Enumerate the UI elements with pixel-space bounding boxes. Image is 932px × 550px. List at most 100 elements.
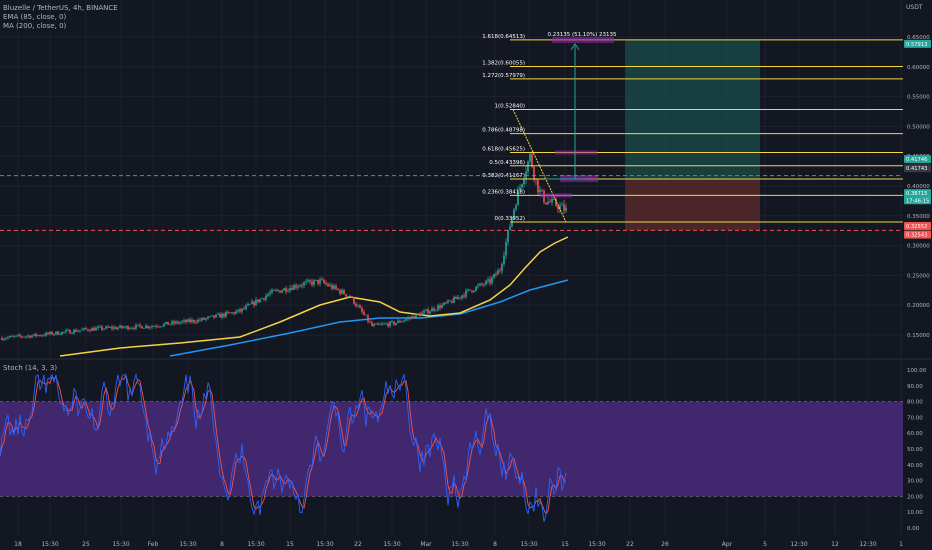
candle-body xyxy=(173,321,175,324)
candle-body xyxy=(31,335,33,338)
candle-body xyxy=(381,323,383,325)
candle-body xyxy=(399,320,401,323)
candle-body xyxy=(23,336,25,338)
candle-body xyxy=(553,198,555,200)
candle-body xyxy=(401,321,403,323)
candle-body xyxy=(225,312,227,317)
candle-body xyxy=(435,309,437,311)
candle-body xyxy=(513,209,515,218)
time-tick-label: 8 xyxy=(220,541,224,548)
candle-body xyxy=(395,323,397,325)
time-tick-label: 18 xyxy=(14,541,22,548)
price-tag xyxy=(904,155,931,164)
ma-200-path xyxy=(169,279,569,357)
candle-body xyxy=(363,311,365,315)
candle-body xyxy=(447,300,449,303)
ema-85-line xyxy=(59,236,569,357)
price-tag-text: 0.41743 xyxy=(906,166,927,172)
candle-body xyxy=(265,295,267,300)
price-tick-label: 0.65000 xyxy=(907,35,930,41)
long-position-zones[interactable] xyxy=(625,39,760,231)
candle-body xyxy=(259,298,261,303)
time-axis[interactable]: 18 15:30 25 15:30 Feb 15:30 8 15:30 15 15:30 22 15:… xyxy=(0,536,932,550)
candle-body xyxy=(295,285,297,288)
candle-body xyxy=(317,279,319,284)
candle-body xyxy=(481,283,483,285)
candle-body xyxy=(115,327,117,330)
candle-body xyxy=(245,305,247,309)
candle-body xyxy=(71,333,73,335)
candle-body xyxy=(309,280,311,282)
candle-body xyxy=(361,307,363,312)
candle-body xyxy=(261,298,263,299)
candle-body xyxy=(369,321,371,323)
candle-body xyxy=(403,320,405,322)
candle-body xyxy=(19,335,21,337)
price-axis[interactable]: USDT0.650000.600000.550000.500000.450000… xyxy=(903,0,932,359)
candle-body xyxy=(411,316,413,318)
candle-body xyxy=(147,325,149,328)
candle-body xyxy=(555,199,557,206)
candle-body xyxy=(189,319,191,323)
candle-body xyxy=(43,335,45,337)
candle-body xyxy=(269,292,271,295)
fib-level-label: 0.786(0.48798) xyxy=(482,128,525,134)
candle-body xyxy=(559,205,561,210)
candle-body xyxy=(273,289,275,291)
candle-body xyxy=(89,330,91,332)
price-tag xyxy=(904,164,931,173)
fib-level-label: 0.382(0.41167) xyxy=(482,173,525,179)
candle-body xyxy=(429,311,431,314)
time-tick-label: 15:30 xyxy=(41,541,58,548)
candle-body xyxy=(137,324,139,326)
time-tick-label: 5 xyxy=(763,541,767,548)
candle-body xyxy=(519,187,521,191)
candle-body xyxy=(69,329,71,334)
fibonacci-retracement[interactable]: 1.618(0.64513) 1.382(0.60055) 1.272(0.5797… xyxy=(482,32,903,223)
time-tick-label: 15:30 xyxy=(179,541,196,548)
stoch-tick-label: 100.00 xyxy=(907,368,927,374)
candle-body xyxy=(231,312,233,314)
candle-body xyxy=(277,290,279,291)
candle-body xyxy=(233,312,235,314)
candle-body xyxy=(527,161,529,172)
candle-body xyxy=(97,326,99,328)
candle-body xyxy=(505,242,507,256)
candle-body xyxy=(165,321,167,324)
candle-body xyxy=(413,316,415,319)
candle-body xyxy=(151,326,153,328)
candle-body xyxy=(327,284,329,287)
candle-body xyxy=(301,285,303,287)
price-tick-label: 0.15000 xyxy=(907,333,930,339)
candle-body xyxy=(397,320,399,324)
candle-body xyxy=(485,280,487,285)
candle-body xyxy=(209,316,211,317)
candle-body xyxy=(357,305,359,307)
candle-body xyxy=(299,285,301,287)
candle-body xyxy=(275,290,277,291)
candle-body xyxy=(61,331,63,335)
price-tag-text: 0.41746 xyxy=(906,157,927,163)
candle-body xyxy=(241,308,243,312)
candle-body xyxy=(291,287,293,290)
time-tick-label: 15:30 xyxy=(588,541,605,548)
ma-200-line xyxy=(169,279,569,357)
price-tick-label: 0.40000 xyxy=(907,184,930,190)
candle-body xyxy=(407,317,409,320)
candle-body xyxy=(531,153,533,167)
candle-body xyxy=(335,285,337,289)
candle-body xyxy=(249,304,251,305)
price-tick-label: 0.30000 xyxy=(907,244,930,250)
candle-body xyxy=(537,180,539,193)
candle-body xyxy=(561,204,563,206)
candle-body xyxy=(359,305,361,308)
candle-body xyxy=(323,280,325,283)
candle-body xyxy=(229,312,231,314)
candle-body xyxy=(177,321,179,324)
candle-body xyxy=(377,323,379,325)
candle-body xyxy=(223,313,225,317)
candle-body xyxy=(423,310,425,313)
candle-body xyxy=(375,323,377,325)
candle-body xyxy=(419,314,421,316)
